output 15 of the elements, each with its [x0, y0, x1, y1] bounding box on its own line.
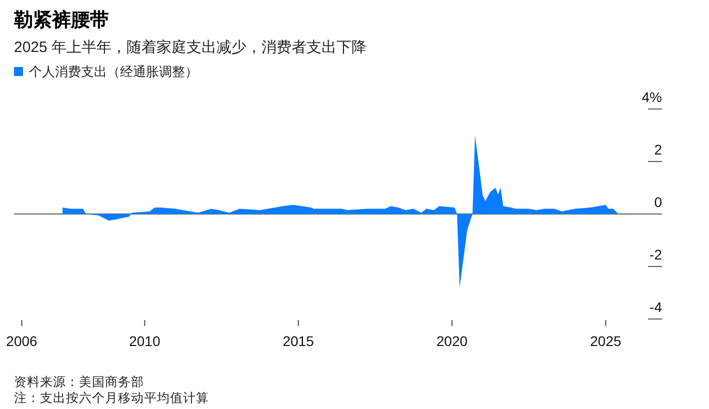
text: 资料来源：美国商务部 — [14, 374, 144, 389]
x-tick-label: 2015 — [282, 333, 314, 349]
y-tick-label: -2 — [650, 246, 662, 262]
chart-title: 勒紧裤腰带 — [13, 9, 109, 31]
y-tick-label: 4% — [642, 89, 662, 105]
y-tick-label: 0 — [654, 194, 662, 210]
y-tick-label: -4 — [650, 299, 662, 315]
x-tick-label: 2020 — [436, 333, 468, 349]
y-tick-label: 2 — [654, 142, 662, 158]
legend-label: 个人消费支出（经通胀调整） — [29, 64, 198, 79]
x-tick-label: 2010 — [129, 333, 160, 349]
chart-subtitle: 2025 年上半年，随着家庭支出减少，消费者支出下降 — [14, 39, 367, 56]
x-tick-label: 2025 — [590, 333, 622, 349]
x-tick-label: 2006 — [6, 333, 38, 349]
text: 注：支出按六个月移动平均值计算 — [14, 391, 209, 405]
